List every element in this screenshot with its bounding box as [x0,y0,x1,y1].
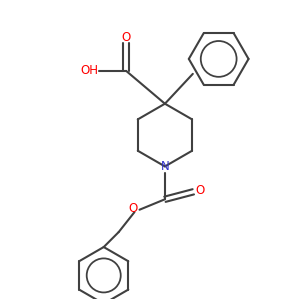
Text: O: O [122,31,131,44]
Text: OH: OH [81,64,99,77]
Text: O: O [195,184,205,197]
Text: O: O [128,202,138,215]
Text: N: N [160,160,169,173]
